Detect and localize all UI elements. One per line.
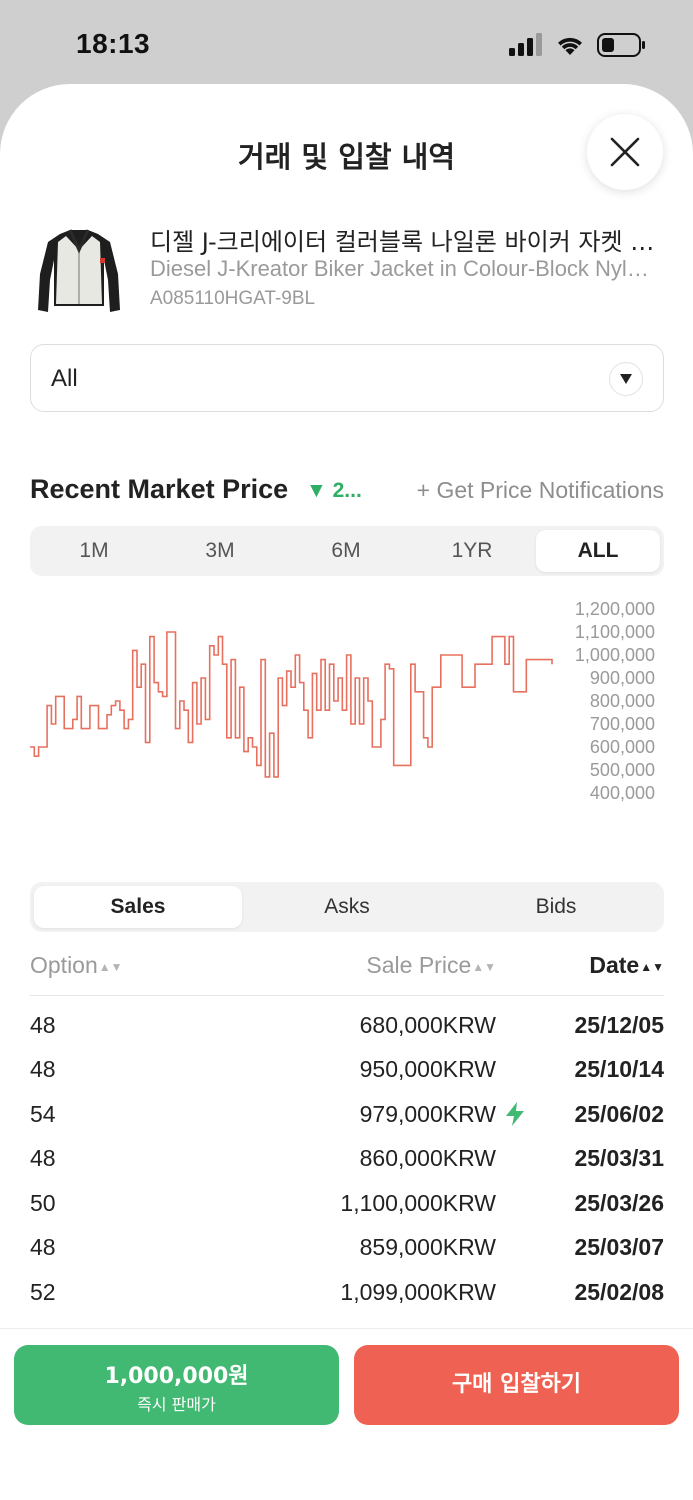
sheet-title: 거래 및 입찰 내역 bbox=[237, 140, 456, 174]
y-tick-label: 400,000 bbox=[590, 783, 655, 803]
row-price: 860,000KRW bbox=[359, 1145, 496, 1171]
close-button[interactable] bbox=[587, 114, 663, 190]
row-price: 680,000KRW bbox=[359, 1012, 496, 1038]
row-date: 25/06/02 bbox=[574, 1101, 664, 1127]
option-select-value: All bbox=[51, 365, 78, 392]
close-icon bbox=[610, 137, 640, 167]
cellular-signal-icon bbox=[509, 33, 542, 56]
history-tabs: Sales Asks Bids bbox=[30, 882, 664, 932]
row-option: 54 bbox=[30, 1101, 56, 1127]
table-row: 48 859,000KRW 25/03/07 bbox=[30, 1228, 664, 1272]
status-icons bbox=[509, 32, 647, 58]
table-row: 48 860,000KRW 25/03/31 bbox=[30, 1139, 664, 1183]
row-date: 25/12/05 bbox=[574, 1012, 664, 1038]
row-option: 52 bbox=[30, 1279, 56, 1305]
table-row: 52 1,099,000KRW 25/02/08 bbox=[30, 1273, 664, 1317]
table-row: 54 979,000KRW 25/06/02 bbox=[30, 1095, 664, 1139]
row-price: 950,000KRW bbox=[359, 1056, 496, 1082]
row-date: 25/02/08 bbox=[574, 1279, 664, 1305]
price-chart: 1,200,000 1,100,000 1,000,000 900,000 800,00… bbox=[30, 599, 655, 803]
table-row: 48 950,000KRW 25/10/14 bbox=[30, 1050, 664, 1094]
row-price: 1,100,000KRW bbox=[340, 1190, 496, 1216]
y-tick-label: 700,000 bbox=[590, 714, 655, 734]
row-date: 25/03/26 bbox=[574, 1190, 664, 1216]
y-tick-label: 600,000 bbox=[590, 737, 655, 757]
row-price: 1,099,000KRW bbox=[340, 1279, 496, 1305]
y-tick-label: 800,000 bbox=[590, 691, 655, 711]
row-date: 25/03/31 bbox=[574, 1145, 664, 1171]
period-tabs: 1M 3M 6M 1YR ALL bbox=[30, 526, 664, 576]
price-notification-link[interactable]: + Get Price Notifications bbox=[416, 477, 664, 503]
tab-period-6m[interactable]: 6M bbox=[331, 539, 361, 562]
status-bar: 18:13 bbox=[0, 0, 693, 84]
price-series-line bbox=[30, 631, 553, 778]
table-header: Option▲▼ Sale Price▲▼ Date▲▼ bbox=[30, 948, 664, 996]
tab-sales[interactable]: Sales bbox=[34, 886, 242, 928]
bottom-action-bar: 1,000,000원 즉시 판매가 구매 입찰하기 bbox=[0, 1328, 693, 1500]
product-name-en: Diesel J-Kreator Biker Jacket in Colour-… bbox=[150, 256, 660, 281]
row-date: 25/10/14 bbox=[574, 1056, 664, 1082]
market-price-change: ▼ 2... bbox=[306, 479, 362, 502]
row-price: 859,000KRW bbox=[359, 1234, 496, 1260]
product-summary: 디젤 J-크리에이터 컬러블록 나일론 바이커 자켓 블랙 Diesel J-K… bbox=[30, 216, 670, 316]
column-date-label: Date bbox=[589, 952, 640, 978]
tab-bids[interactable]: Bids bbox=[535, 895, 577, 918]
row-option: 48 bbox=[30, 1145, 56, 1171]
product-code: A085110HGAT-9BL bbox=[150, 288, 316, 309]
y-tick-label: 1,100,000 bbox=[575, 622, 655, 642]
column-sale-price[interactable]: Sale Price▲▼ bbox=[366, 952, 496, 979]
product-name-kr: 디젤 J-크리에이터 컬러블록 나일론 바이커 자켓 블랙 bbox=[150, 228, 660, 256]
table-row: 48 680,000KRW 25/12/05 bbox=[30, 1006, 664, 1050]
sort-icon: ▲▼ bbox=[472, 959, 496, 974]
column-option[interactable]: Option▲▼ bbox=[30, 952, 123, 979]
option-select[interactable]: All bbox=[30, 344, 664, 412]
instant-sell-price: 1,000,000원 bbox=[104, 1364, 249, 1389]
market-price-header: Recent Market Price ▼ 2... + Get Price N… bbox=[30, 472, 664, 512]
table-row: 50 1,100,000KRW 25/03/26 bbox=[30, 1184, 664, 1228]
product-image bbox=[38, 229, 120, 312]
y-tick-label: 1,200,000 bbox=[575, 599, 655, 619]
market-price-title: Recent Market Price bbox=[30, 474, 289, 504]
y-tick-label: 500,000 bbox=[590, 760, 655, 780]
battery-icon bbox=[597, 33, 645, 57]
tab-period-1yr[interactable]: 1YR bbox=[451, 539, 493, 562]
row-price: 979,000KRW bbox=[359, 1101, 496, 1127]
purchase-bid-button[interactable]: 구매 입찰하기 bbox=[354, 1345, 679, 1425]
tab-period-1m[interactable]: 1M bbox=[79, 539, 109, 562]
column-option-label: Option bbox=[30, 952, 98, 978]
price-history-sheet: 거래 및 입찰 내역 디젤 J-크리에이터 컬러블록 나일론 바이커 자켓 블랙… bbox=[0, 84, 693, 1500]
chevron-down-icon bbox=[609, 362, 643, 396]
tab-asks[interactable]: Asks bbox=[324, 895, 370, 918]
row-option: 48 bbox=[30, 1012, 56, 1038]
sort-icon: ▲▼ bbox=[98, 959, 123, 974]
status-time: 18:13 bbox=[76, 28, 151, 59]
tab-period-3m[interactable]: 3M bbox=[205, 539, 235, 562]
y-tick-label: 900,000 bbox=[590, 668, 655, 688]
lightning-icon bbox=[506, 1102, 524, 1126]
instant-sell-label: 즉시 판매가 bbox=[137, 1395, 216, 1414]
y-tick-label: 1,000,000 bbox=[575, 645, 655, 665]
column-date[interactable]: Date▲▼ bbox=[589, 952, 664, 979]
row-option: 48 bbox=[30, 1234, 56, 1260]
sort-icon: ▲▼ bbox=[640, 959, 664, 974]
instant-sell-button[interactable]: 1,000,000원 즉시 판매가 bbox=[14, 1345, 339, 1425]
tab-period-all[interactable]: ALL bbox=[536, 530, 660, 572]
row-option: 50 bbox=[30, 1190, 56, 1216]
wifi-icon bbox=[558, 37, 582, 55]
column-sale-price-label: Sale Price bbox=[366, 952, 472, 978]
row-date: 25/03/07 bbox=[574, 1234, 664, 1260]
row-option: 48 bbox=[30, 1056, 56, 1082]
